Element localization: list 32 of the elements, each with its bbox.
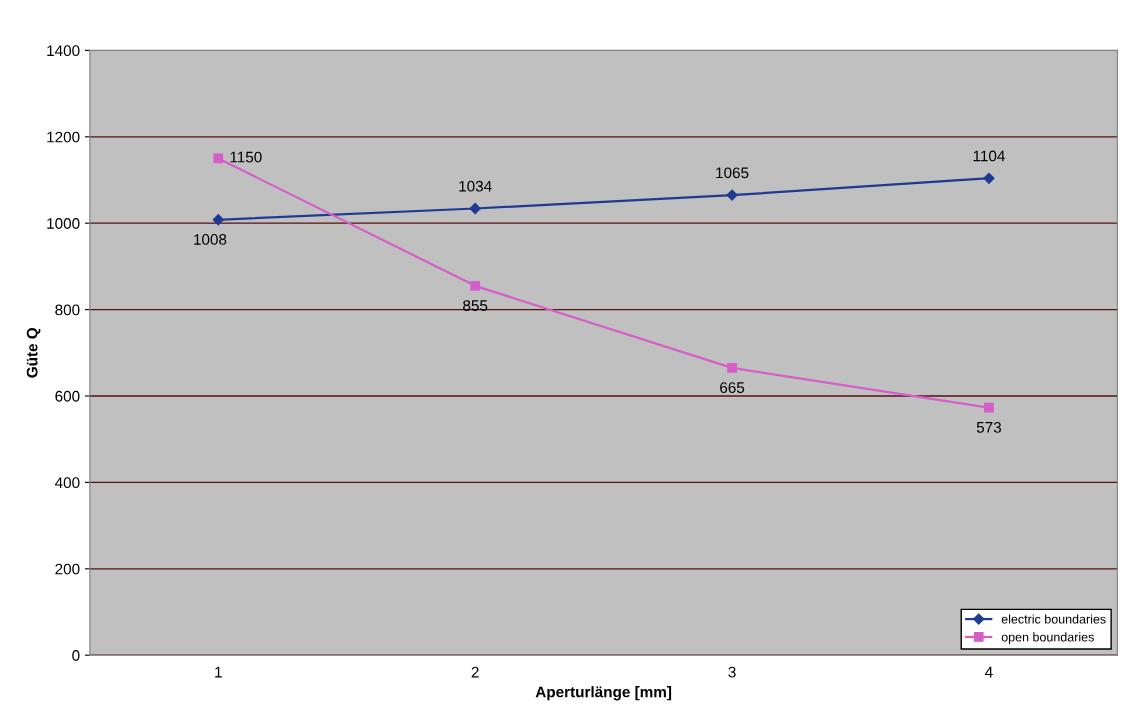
- y-axis-title: Güte Q: [26, 327, 41, 378]
- y-tick-label: 1400: [47, 45, 80, 57]
- data-label: 665: [720, 382, 745, 394]
- point: [983, 172, 995, 184]
- point: [470, 280, 481, 291]
- y-tick-label: 1200: [47, 131, 80, 143]
- point: [212, 214, 224, 226]
- y-tick-label: 1000: [47, 218, 80, 229]
- y-tick-label: 400: [54, 477, 80, 489]
- legend-label: electric boundaries: [1001, 614, 1106, 624]
- x-tick-label: 3: [728, 666, 736, 678]
- x-axis-title: Aperturlänge [mm]: [535, 686, 672, 701]
- y-tick-label: 0: [72, 650, 80, 661]
- y-tick-label: 800: [55, 304, 80, 316]
- point: [213, 153, 224, 164]
- x-tick-label: 2: [471, 666, 479, 678]
- data-label: 1104: [973, 150, 1005, 162]
- y-tick-label: 600: [55, 390, 80, 402]
- y-tick-label: 200: [55, 563, 80, 575]
- data-label: 573: [976, 421, 1002, 433]
- data-label: 1034: [459, 180, 492, 192]
- data-label: 855: [463, 300, 488, 311]
- point: [727, 363, 737, 373]
- data-label: 1150: [230, 151, 262, 163]
- data-label: 1008: [194, 234, 227, 245]
- point: [469, 202, 481, 215]
- x-tick-label: 4: [985, 666, 993, 678]
- x-tick-label: 1: [215, 666, 222, 678]
- point: [726, 189, 738, 201]
- data-label: 1065: [716, 167, 749, 179]
- legend-label: open boundaries: [1001, 632, 1094, 644]
- point: [984, 402, 994, 413]
